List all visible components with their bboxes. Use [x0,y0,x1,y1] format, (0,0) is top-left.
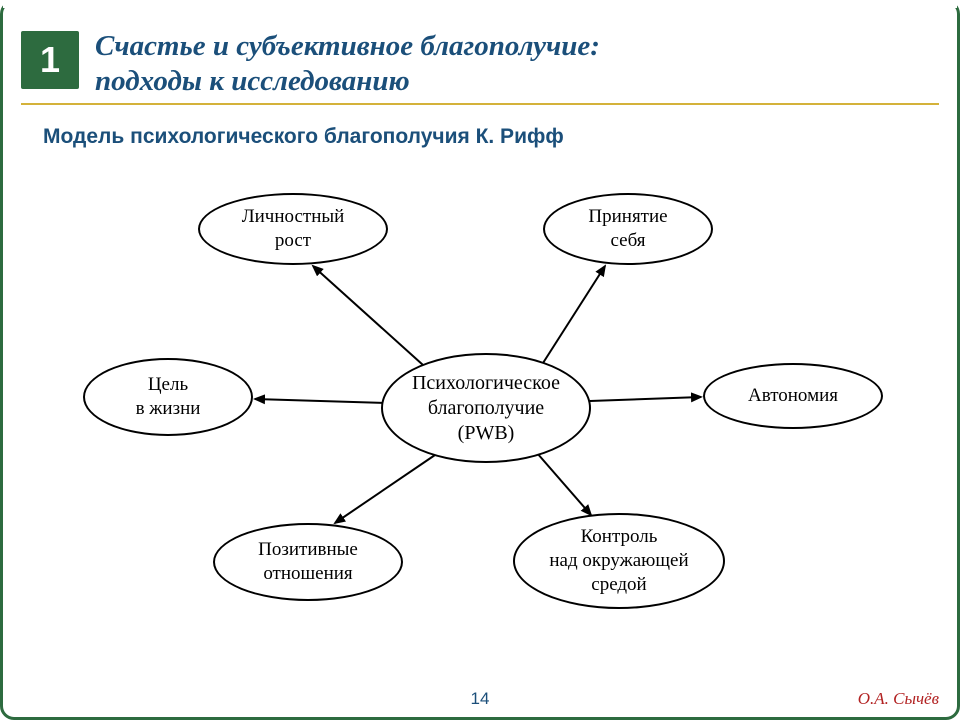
node-goal-label: Цельв жизни [136,373,201,421]
node-growth-label: Личностныйрост [242,205,345,253]
author-label: О.А. Сычёв [858,689,939,709]
slide-subtitle: Модель психологического благополучия К. … [43,125,564,149]
node-self-acceptance: Принятиесебя [543,193,713,265]
node-autonomy: Автономия [703,363,883,429]
header-underline [21,103,939,105]
node-positive-relations: Позитивныеотношения [213,523,403,601]
node-center: Психологическое благополучие (PWB) [381,353,591,463]
node-environmental-mastery: Контрольнад окружающейсредой [513,513,725,609]
node-personal-growth: Личностныйрост [198,193,388,265]
slide-title: Счастье и субъективное благополучие: под… [95,29,600,99]
frame-gap [3,0,957,8]
node-accept-label: Принятиесебя [588,205,667,253]
page-number: 14 [3,689,957,709]
node-control-label: Контрольнад окружающейсредой [549,525,688,596]
slide-number: 1 [40,39,60,81]
node-positive-label: Позитивныеотношения [258,538,358,586]
pwb-diagram: Психологическое благополучие (PWB) Лично… [3,163,960,663]
title-line-1: Счастье и субъективное благополучие: [95,30,600,62]
slide-number-badge: 1 [21,31,79,89]
node-center-label: Психологическое благополучие (PWB) [412,371,560,446]
node-autonomy-label: Автономия [748,384,838,408]
title-line-2: подходы к исследованию [95,65,410,97]
node-life-goal: Цельв жизни [83,358,253,436]
